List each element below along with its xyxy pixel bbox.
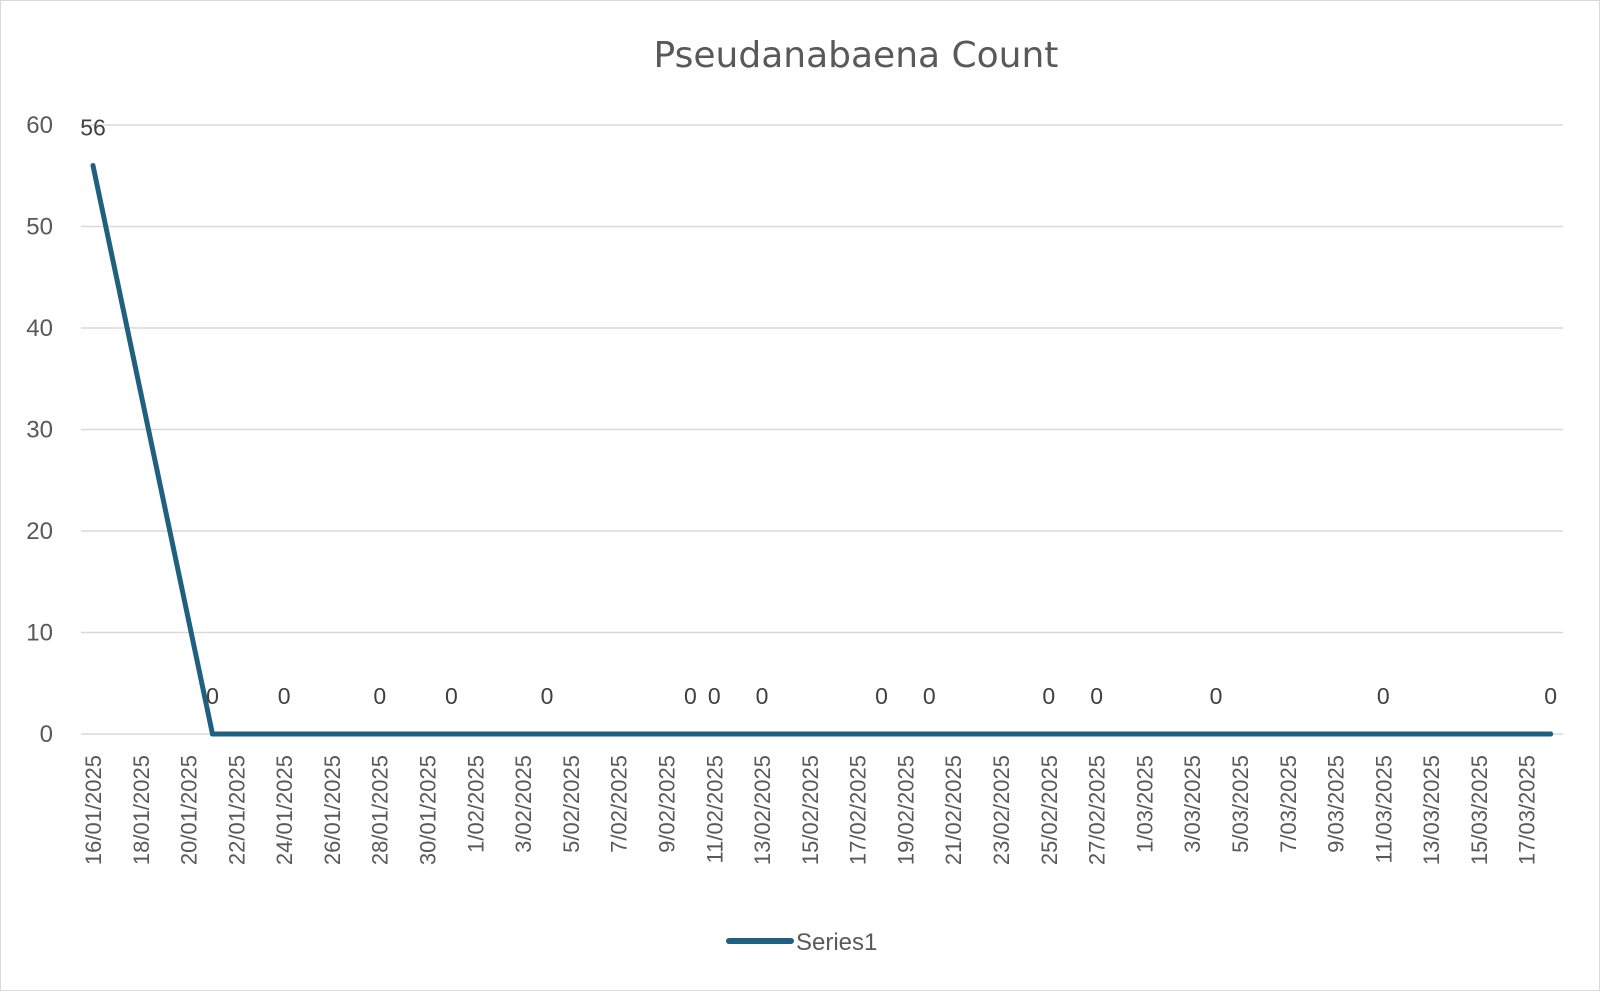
data-point xyxy=(1046,731,1052,737)
gridlines xyxy=(81,124,1563,735)
x-tick-label: 30/01/2025 xyxy=(416,755,441,865)
x-tick-label: 3/03/2025 xyxy=(1180,755,1205,853)
data-label: 0 xyxy=(708,683,721,709)
x-tick-label: 25/02/2025 xyxy=(1037,755,1062,865)
x-tick-label: 9/03/2025 xyxy=(1324,755,1349,853)
data-label: 0 xyxy=(1090,683,1103,709)
data-label: 0 xyxy=(684,683,697,709)
data-point xyxy=(544,731,550,737)
data-point xyxy=(448,731,454,737)
series-lines xyxy=(90,163,1554,737)
x-tick-label: 22/01/2025 xyxy=(224,755,249,865)
x-tick-label: 18/01/2025 xyxy=(129,755,154,865)
x-tick-label: 24/01/2025 xyxy=(272,755,297,865)
data-label: 0 xyxy=(206,683,219,709)
data-point xyxy=(1548,731,1554,737)
x-tick-label: 15/02/2025 xyxy=(798,755,823,865)
data-label: 0 xyxy=(923,683,936,709)
data-label: 0 xyxy=(278,683,291,709)
legend-label-series1: Series1 xyxy=(796,929,877,956)
data-point xyxy=(879,731,885,737)
x-tick-label: 19/02/2025 xyxy=(893,755,918,865)
x-tick-label: 1/02/2025 xyxy=(463,755,488,853)
data-label: 0 xyxy=(445,683,458,709)
data-label: 0 xyxy=(1377,683,1390,709)
x-tick-label: 11/02/2025 xyxy=(702,755,727,863)
data-label: 0 xyxy=(541,683,554,709)
y-tick-label: 10 xyxy=(26,620,53,647)
x-axis-ticks: 16/01/2025 18/01/2025 20/01/2025 22/01/2025… xyxy=(81,755,1540,865)
y-tick-label: 40 xyxy=(26,315,53,342)
x-tick-label: 28/01/2025 xyxy=(368,755,393,865)
x-tick-label: 5/03/2025 xyxy=(1228,755,1253,853)
x-tick-label: 5/02/2025 xyxy=(559,755,584,853)
data-point xyxy=(759,731,765,737)
y-tick-label: 0 xyxy=(40,721,53,748)
data-point xyxy=(90,163,96,169)
x-tick-label: 23/02/2025 xyxy=(989,755,1014,865)
y-tick-label: 30 xyxy=(26,417,53,444)
series-line-1 xyxy=(90,163,1554,737)
x-tick-label: 13/03/2025 xyxy=(1419,755,1444,865)
x-tick-label: 16/01/2025 xyxy=(81,755,106,865)
data-point xyxy=(281,731,287,737)
x-tick-label: 17/03/2025 xyxy=(1515,755,1540,865)
x-tick-label: 17/02/2025 xyxy=(846,755,871,865)
x-tick-label: 11/03/2025 xyxy=(1371,755,1396,863)
data-point xyxy=(1094,731,1100,737)
legend: Series1 xyxy=(726,929,877,956)
data-label: 0 xyxy=(756,683,769,709)
x-tick-label: 3/02/2025 xyxy=(511,755,536,853)
data-labels: 560 0 0 0 0 0 0 0 0 0 0 0 0 0 0 xyxy=(80,115,1557,709)
data-point xyxy=(1213,731,1219,737)
data-point xyxy=(687,731,693,737)
data-label: 0 xyxy=(1042,683,1055,709)
data-point xyxy=(1380,731,1386,737)
x-tick-label: 26/01/2025 xyxy=(320,755,345,865)
y-tick-label: 20 xyxy=(26,518,53,545)
y-axis-ticks: 0 10 20 30 40 50 60 xyxy=(26,112,53,748)
x-tick-label: 21/02/2025 xyxy=(941,755,966,865)
data-label: 56 xyxy=(80,115,106,141)
y-tick-label: 60 xyxy=(26,112,53,139)
data-label: 0 xyxy=(1544,683,1557,709)
data-point xyxy=(377,731,383,737)
x-tick-label: 20/01/2025 xyxy=(177,755,202,865)
data-label: 0 xyxy=(373,683,386,709)
x-tick-label: 27/02/2025 xyxy=(1085,755,1110,865)
data-point xyxy=(209,731,215,737)
x-tick-label: 13/02/2025 xyxy=(750,755,775,865)
data-point xyxy=(926,731,932,737)
x-tick-label: 7/02/2025 xyxy=(607,755,632,853)
data-point xyxy=(711,731,717,737)
data-label: 0 xyxy=(875,683,888,709)
chart-title: Pseudanabaena Count xyxy=(654,35,1059,76)
x-tick-label: 1/03/2025 xyxy=(1132,755,1157,853)
x-tick-label: 7/03/2025 xyxy=(1276,755,1301,853)
x-tick-label: 9/02/2025 xyxy=(654,755,679,853)
y-tick-label: 50 xyxy=(26,214,53,241)
data-label: 0 xyxy=(1210,683,1223,709)
x-tick-label: 15/03/2025 xyxy=(1467,755,1492,865)
